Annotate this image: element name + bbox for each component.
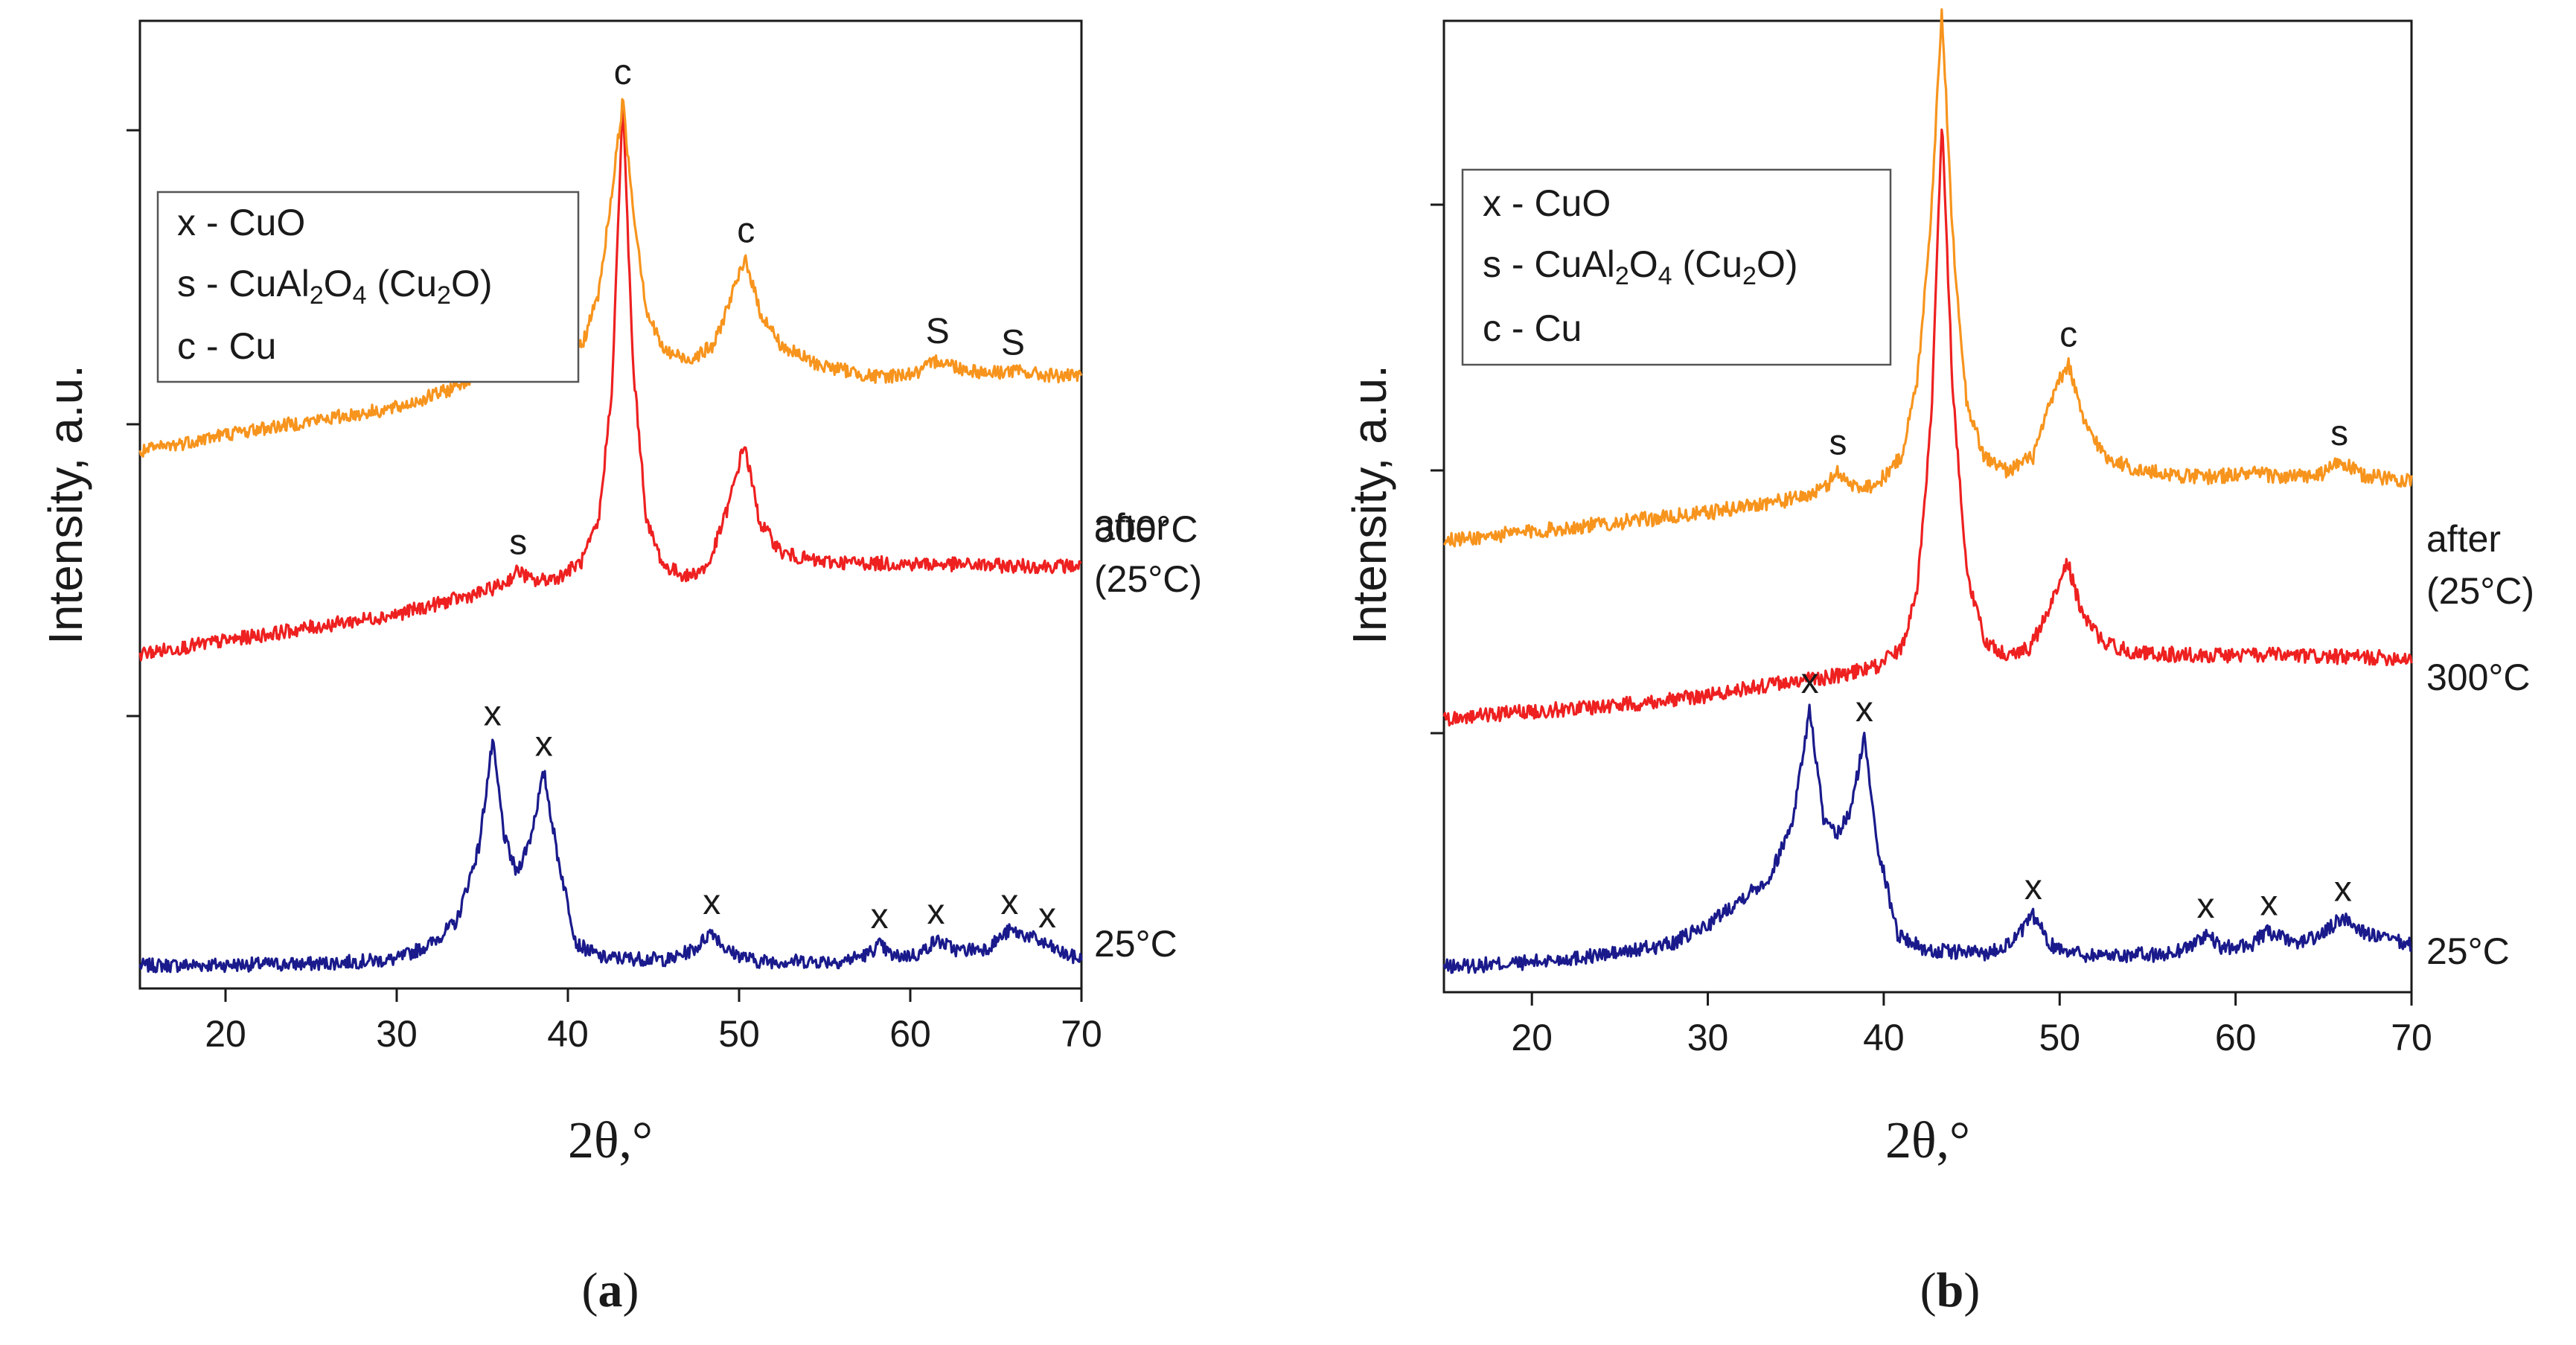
peak-label: s [1829, 423, 1847, 462]
x-tick-label: 20 [1511, 1017, 1553, 1058]
peak-label: x [703, 883, 720, 922]
peak-label: s [2330, 414, 2348, 453]
y-axis-label: Intensity, a.u. [1343, 365, 1396, 645]
legend-entry-cu: c - Cu [177, 325, 276, 367]
series-line-300-c [1442, 128, 2413, 727]
x-axis-ticks: 20 30 40 50 60 70 [205, 988, 1102, 1055]
x-tick-label: 40 [547, 1013, 589, 1055]
peak-label: c [737, 211, 755, 250]
x-tick-label: 20 [205, 1013, 246, 1055]
peak-label: S [1001, 323, 1025, 362]
x-tick-label: 30 [1687, 1017, 1729, 1058]
x-tick-label: 30 [376, 1013, 418, 1055]
series-label: (25°C) [2426, 570, 2534, 612]
peak-label: x [927, 892, 945, 932]
y-minor-ticks [127, 129, 140, 718]
legend-entry-cuo: x - CuO [1483, 182, 1611, 224]
legend-entry-cu: c - Cu [1483, 307, 1582, 349]
series-label: after [2426, 518, 2501, 560]
peak-label: s [509, 523, 527, 562]
x-tick-label: 60 [2215, 1017, 2257, 1058]
x-axis-label: 2θ,° [568, 1112, 653, 1169]
x-tick-label: 40 [1863, 1017, 1905, 1058]
series-label: 300°C [2426, 656, 2531, 698]
peak-label: x [535, 725, 553, 764]
x-axis-ticks: 20 30 40 50 60 70 [1511, 992, 2432, 1058]
peak-label: x [2024, 868, 2042, 907]
x-tick-label: 60 [889, 1013, 931, 1055]
series-line-300-c [138, 109, 1082, 662]
peak-label: x [2260, 884, 2278, 923]
panel-caption-a: (a) [582, 1263, 639, 1317]
legend-symbol: s - CuAl [177, 263, 310, 304]
peak-label: x [484, 694, 502, 733]
peak-label: x [1000, 883, 1018, 922]
series-label: (25°C) [1094, 558, 1202, 600]
series-label: after [1094, 506, 1169, 548]
peak-label: S [926, 312, 950, 351]
plot-frame [1442, 19, 2413, 994]
x-tick-label: 50 [2039, 1017, 2080, 1058]
peak-annotations: xxxxxxsccs [1801, 316, 2352, 926]
series-line-after-25-c- [138, 98, 1083, 458]
peak-label: x [1801, 662, 1819, 701]
x-tick-label: 70 [2391, 1017, 2432, 1058]
panel-caption-b: (b) [1920, 1263, 1981, 1317]
y-axis-label: Intensity, a.u. [39, 365, 92, 645]
peak-label: x [1038, 896, 1056, 936]
series-group [1442, 8, 2413, 974]
legend-entry-cuo: x - CuO [177, 202, 305, 243]
peak-label: x [2334, 869, 2352, 909]
legend-entry-cual2o4: s - CuAl2O4 (Cu2O) [1483, 243, 1798, 290]
series-labels: 25°C 300°C after (25°C) [2426, 518, 2534, 972]
series-label: 25°C [1094, 923, 1177, 965]
series-group [138, 98, 1083, 974]
legend-box [156, 191, 580, 383]
y-minor-ticks [1431, 203, 1444, 735]
x-tick-label: 70 [1061, 1013, 1102, 1055]
peak-label: c [2059, 316, 2077, 355]
series-label: 25°C [2426, 930, 2510, 972]
legend-box [1461, 168, 1892, 366]
x-tick-label: 50 [718, 1013, 760, 1055]
legend-entry-cual2o4: s - CuAl2O4 (Cu2O) [177, 263, 493, 310]
peak-label: x [1856, 690, 1873, 729]
peak-label: c [614, 53, 632, 92]
peak-label: x [871, 897, 889, 936]
series-line-25-c [138, 738, 1083, 974]
plot-frame [138, 19, 1083, 990]
x-axis-label: 2θ,° [1885, 1112, 1970, 1169]
series-line-25-c [1442, 703, 2412, 974]
peak-label: x [2196, 886, 2214, 926]
legend: x - CuO s - CuAl2O4 (Cu2O) c - Cu [1461, 168, 1892, 366]
legend: x - CuO s - CuAl2O4 (Cu2O) c - Cu [156, 191, 580, 383]
series-line-after-25-c- [1442, 8, 2413, 548]
series-label: 300°C [1094, 508, 1198, 550]
